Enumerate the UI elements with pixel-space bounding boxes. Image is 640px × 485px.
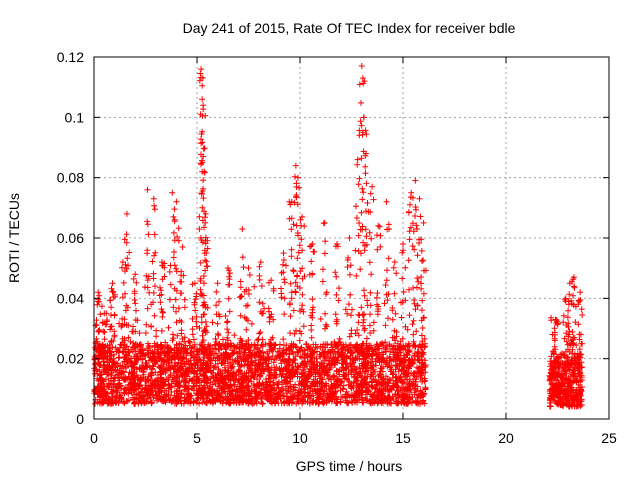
y-axis-label: ROTI / TECUs (6, 193, 22, 283)
peak-point (144, 186, 151, 193)
y-tick-label: 0.06 (57, 230, 84, 246)
x-tick-label: 15 (395, 430, 411, 446)
peak-point (346, 235, 353, 241)
x-tick-label: 10 (292, 430, 308, 446)
peak-point (375, 222, 382, 229)
peak-point (288, 198, 295, 205)
peak-point (416, 195, 423, 202)
peak-point (191, 280, 198, 287)
x-tick-label: 20 (498, 430, 514, 446)
peak-point (566, 280, 573, 287)
peak-point (294, 174, 301, 181)
peak-point (309, 241, 316, 248)
y-tick-label: 0.12 (57, 49, 84, 65)
x-axis-label: GPS time / hours (296, 458, 403, 474)
peak-point (200, 102, 207, 109)
peak-point (201, 168, 208, 175)
peak-point (552, 316, 559, 323)
peak-point (359, 75, 366, 82)
peak-point (354, 156, 361, 163)
peak-point (369, 183, 376, 190)
peak-point (158, 259, 165, 266)
y-tick-label: 0 (76, 411, 84, 427)
peak-point (562, 295, 569, 302)
peak-point (123, 210, 130, 217)
peak-point (257, 259, 264, 266)
peak-point (224, 265, 231, 272)
peak-point (408, 189, 415, 196)
x-tick-label: 25 (601, 430, 617, 446)
peak-point (245, 265, 252, 272)
peak-point (268, 277, 275, 284)
peak-point (150, 195, 157, 202)
peak-point (239, 225, 246, 232)
peak-point (198, 66, 205, 73)
peak-point (577, 289, 584, 296)
peak-point (400, 241, 406, 248)
peak-point (570, 274, 577, 281)
peak-point (383, 198, 390, 205)
peak-point (360, 114, 367, 121)
peak-point (101, 310, 108, 317)
y-tick-label: 0.08 (57, 170, 84, 186)
y-tick-label: 0.1 (65, 109, 85, 125)
peak-point (358, 63, 365, 70)
axis-ticks: 0 0.02 0.04 0.06 0.08 0.1 0.12 0 5 10 15 20 25 (57, 49, 617, 446)
peak-point (132, 271, 139, 278)
peak-point (200, 153, 207, 160)
peak-point (299, 213, 306, 220)
scatter-points-noise (91, 70, 586, 410)
peak-point (334, 241, 341, 248)
data-points (91, 63, 586, 410)
peak-point (109, 280, 116, 287)
x-tick-label: 5 (193, 430, 201, 446)
x-tick-label: 0 (90, 430, 98, 446)
peak-point (391, 259, 398, 266)
y-tick-label: 0.04 (57, 290, 84, 306)
peak-point (292, 162, 299, 169)
peak-point (95, 289, 102, 296)
y-tick-label: 0.02 (57, 351, 84, 367)
peak-point (119, 259, 126, 266)
peak-point (179, 244, 186, 251)
peak-point (199, 96, 206, 103)
peak-point (412, 177, 419, 184)
peak-point (420, 219, 427, 226)
peak-point (214, 280, 221, 287)
peak-point (169, 189, 176, 196)
peak-point (280, 250, 287, 257)
peak-point (362, 150, 369, 157)
peak-point (321, 219, 328, 226)
chart-title: Day 241 of 2015, Rate Of TEC Index for r… (183, 20, 516, 36)
peak-point (202, 219, 209, 226)
peak-point (173, 198, 180, 205)
